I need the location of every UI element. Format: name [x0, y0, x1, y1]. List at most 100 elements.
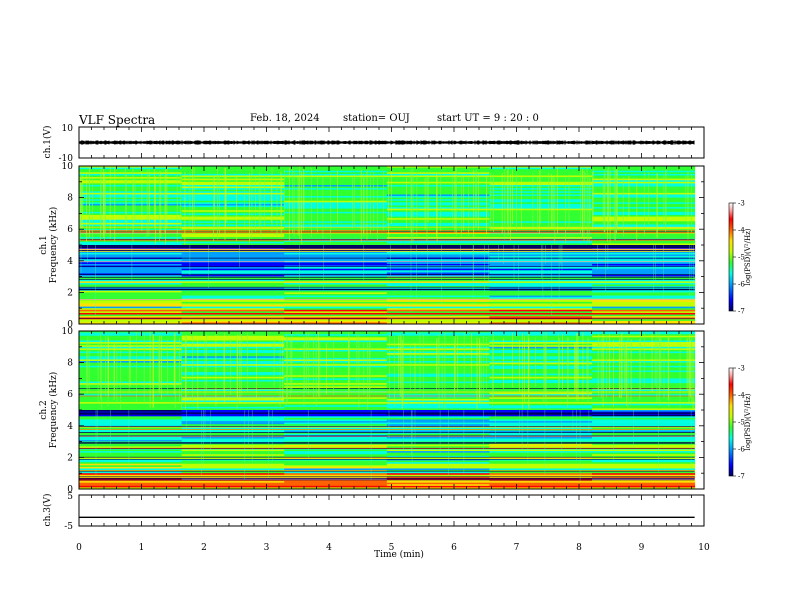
spectrogram-cell	[79, 334, 183, 337]
spectrogram-cell	[489, 474, 593, 477]
spectrogram-cell	[79, 246, 183, 249]
spectrogram-cell	[79, 444, 183, 447]
spectrogram-cell	[79, 342, 183, 344]
spectrogram-cell	[284, 322, 388, 325]
spectrogram-cell	[386, 271, 490, 274]
spectrogram-cell	[284, 443, 388, 446]
spectrogram-cell	[181, 320, 285, 323]
spectrogram-cell	[489, 317, 593, 320]
spectrogram-cell	[284, 213, 388, 216]
spectrogram-cell	[79, 462, 183, 465]
spectrogram-cell	[592, 293, 696, 296]
spectrogram-cell	[79, 451, 183, 453]
spectrogram-cell	[181, 213, 285, 216]
spectrogram-cell	[592, 372, 696, 374]
spectrogram-cell	[284, 233, 388, 236]
spectrogram-cell	[489, 295, 593, 298]
spectrogram-cell	[181, 262, 285, 265]
spectrogram-cell	[79, 376, 183, 379]
spectrogram-cell	[386, 178, 490, 181]
spectrogram-cell	[284, 397, 388, 400]
spectrogram-cell	[386, 210, 490, 213]
spectrogram-cell	[284, 384, 388, 387]
spectrogram-cell	[489, 262, 593, 265]
spectrogram-cell	[386, 484, 490, 487]
spectrogram-cell	[592, 446, 696, 449]
spectrogram-cell	[79, 349, 183, 352]
spectrogram-cell	[592, 421, 696, 423]
spectrogram-cell	[489, 367, 593, 370]
spectrogram-cell	[284, 262, 388, 265]
spectrogram-cell	[386, 222, 490, 225]
spectrogram-cell	[386, 462, 490, 465]
spectrogram-cell	[592, 180, 696, 183]
spectrogram-cell	[386, 282, 490, 285]
spectrogram-cell	[79, 293, 183, 296]
spectrogram-cell	[181, 308, 285, 311]
spectrogram-cell	[181, 362, 285, 365]
spectrogram-cell	[386, 290, 490, 293]
spectrogram-cell	[386, 466, 490, 469]
spectrogram-cell	[79, 378, 183, 381]
spectrogram-cell	[489, 300, 593, 303]
spectrogram-cell	[79, 397, 183, 400]
spectrogram-cell	[181, 424, 285, 427]
spectrogram-cell	[592, 482, 696, 485]
ch1-ytick-bottom: -10	[59, 154, 74, 164]
spectrogram-cell	[592, 211, 696, 214]
spectrogram-cell	[79, 292, 183, 295]
spectrogram-cell	[284, 297, 388, 300]
spectrogram-cell	[181, 381, 285, 384]
spectrogram-cell	[284, 166, 388, 168]
spectrogram-cell	[592, 222, 696, 225]
spectrogram-cell	[79, 443, 183, 446]
spectrogram-cell	[181, 361, 285, 363]
spectrogram-cell	[181, 365, 285, 368]
spectrogram-cell	[284, 245, 388, 247]
spectrogram-cell	[489, 287, 593, 290]
spectrogram-cell	[79, 219, 183, 222]
spectrogram-cell	[284, 476, 388, 479]
spectrogram-cell	[79, 413, 183, 416]
spectrogram-cell	[386, 218, 490, 221]
spectrogram-cell	[489, 275, 593, 277]
spectrogram-cell	[79, 207, 183, 209]
spectrogram-cell	[284, 316, 388, 318]
spectrogram-cell	[386, 481, 490, 483]
spectrogram-cell	[386, 213, 490, 216]
spectrogram-cell	[181, 356, 285, 359]
spectrogram-cell	[284, 465, 388, 468]
spectrogram-cell	[489, 365, 593, 368]
ch2-spectrogram-ylabel-channel: ch.2	[39, 400, 49, 419]
spectrogram-cell	[592, 305, 696, 307]
spectrogram-cell	[489, 378, 593, 381]
spectrogram-cell	[284, 208, 388, 211]
spectrogram-cell	[592, 297, 696, 300]
spectrogram-cell	[489, 465, 593, 468]
spectrogram-cell	[79, 233, 183, 236]
spectrogram-cell	[489, 335, 593, 338]
spectrogram-cell	[592, 334, 696, 337]
spectrogram-cell	[79, 181, 183, 184]
spectrogram-cell	[592, 237, 696, 239]
spectrogram-cell	[79, 421, 183, 423]
spectrogram-cell	[181, 214, 285, 217]
spectrogram-cell	[284, 317, 388, 320]
spectrogram-cell	[181, 421, 285, 423]
spectrogram-cell	[489, 373, 593, 376]
spectrogram-cell	[489, 473, 593, 476]
spectrogram-cell	[386, 173, 490, 176]
spectrogram-cell	[386, 405, 490, 408]
spectrogram-cell	[386, 181, 490, 184]
spectrogram-cell	[386, 471, 490, 474]
spectrogram-cell	[284, 446, 388, 449]
spectrogram-cell	[386, 460, 490, 463]
spectrogram-cell	[489, 361, 593, 363]
spectrogram-cell	[79, 257, 183, 260]
spectrogram-cell	[181, 205, 285, 208]
spectrogram-cell	[386, 292, 490, 295]
spectrogram-cell	[181, 245, 285, 247]
spectrogram-cell	[79, 487, 183, 490]
spectrogram-cell	[181, 177, 285, 179]
spectrogram-cell	[79, 263, 183, 266]
